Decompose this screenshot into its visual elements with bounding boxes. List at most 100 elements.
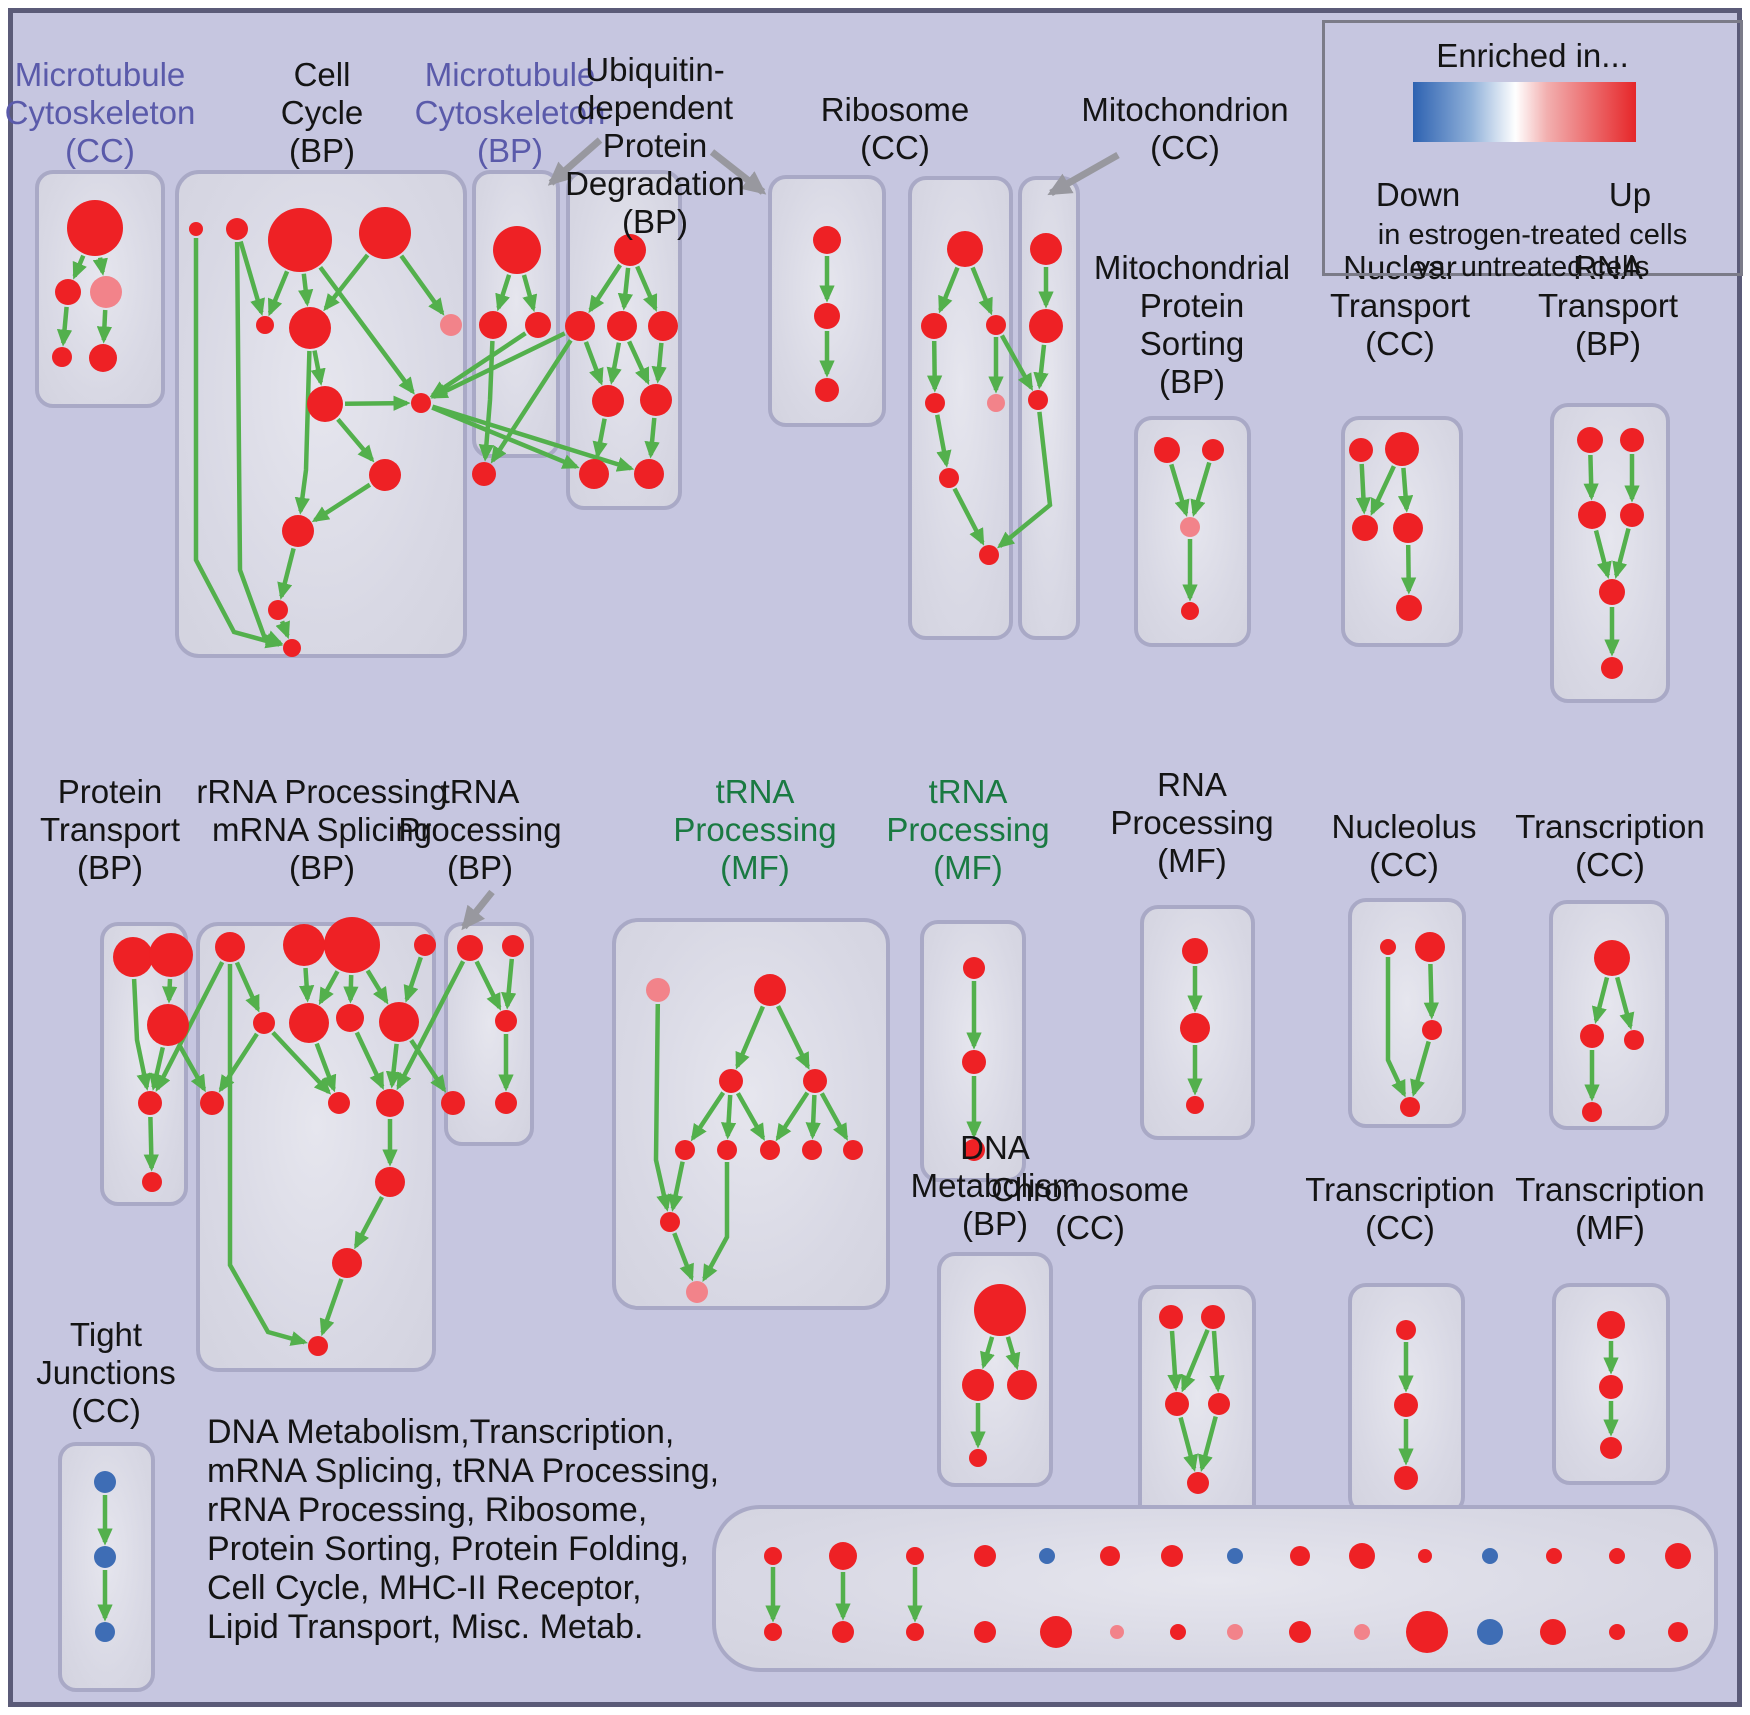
go-term-node[interactable] (1578, 501, 1606, 529)
go-term-node[interactable] (925, 393, 945, 413)
go-term-node[interactable] (1159, 1305, 1183, 1329)
go-term-node[interactable] (1161, 1545, 1183, 1567)
go-term-node[interactable] (963, 957, 985, 979)
go-term-node[interactable] (1039, 1548, 1055, 1564)
go-term-node[interactable] (336, 1004, 364, 1032)
go-term-node[interactable] (215, 932, 245, 962)
go-term-node[interactable] (1582, 1102, 1602, 1122)
go-term-node[interactable] (906, 1547, 924, 1565)
go-term-node[interactable] (719, 1069, 743, 1093)
go-term-node[interactable] (813, 226, 841, 254)
go-term-node[interactable] (1202, 439, 1224, 461)
go-term-node[interactable] (283, 924, 325, 966)
go-term-node[interactable] (1110, 1625, 1124, 1639)
go-term-node[interactable] (472, 462, 496, 486)
go-term-node[interactable] (1546, 1548, 1562, 1564)
go-term-node[interactable] (1577, 427, 1603, 453)
go-term-node[interactable] (815, 378, 839, 402)
go-term-node[interactable] (414, 934, 436, 956)
go-term-node[interactable] (1349, 1543, 1375, 1569)
go-term-node[interactable] (149, 933, 193, 977)
go-term-node[interactable] (1668, 1622, 1688, 1642)
go-term-node[interactable] (1394, 1393, 1418, 1417)
go-term-node[interactable] (906, 1623, 924, 1641)
go-term-node[interactable] (814, 303, 840, 329)
go-term-node[interactable] (974, 1621, 996, 1643)
go-term-node[interactable] (307, 386, 343, 422)
go-term-node[interactable] (359, 207, 411, 259)
go-term-node[interactable] (1349, 438, 1373, 462)
go-term-node[interactable] (843, 1140, 863, 1160)
go-term-node[interactable] (565, 311, 595, 341)
go-term-node[interactable] (94, 1546, 116, 1568)
go-term-node[interactable] (379, 1002, 419, 1042)
go-term-node[interactable] (1396, 1320, 1416, 1340)
go-term-node[interactable] (1380, 939, 1396, 955)
go-term-node[interactable] (1227, 1548, 1243, 1564)
go-term-node[interactable] (648, 311, 678, 341)
go-term-node[interactable] (1393, 513, 1423, 543)
go-term-node[interactable] (324, 917, 380, 973)
go-term-node[interactable] (962, 1369, 994, 1401)
go-term-node[interactable] (660, 1212, 680, 1232)
go-term-node[interactable] (754, 974, 786, 1006)
go-term-node[interactable] (963, 1139, 985, 1161)
go-term-node[interactable] (760, 1140, 780, 1160)
go-term-node[interactable] (142, 1172, 162, 1192)
go-term-node[interactable] (1482, 1548, 1498, 1564)
go-term-node[interactable] (1182, 938, 1208, 964)
go-term-node[interactable] (1620, 503, 1644, 527)
go-term-node[interactable] (962, 1050, 986, 1074)
go-term-node[interactable] (829, 1542, 857, 1570)
go-term-node[interactable] (646, 978, 670, 1002)
go-term-node[interactable] (1594, 940, 1630, 976)
go-term-node[interactable] (1354, 1624, 1370, 1640)
go-term-node[interactable] (189, 222, 203, 236)
go-term-node[interactable] (502, 935, 524, 957)
go-term-node[interactable] (289, 307, 331, 349)
go-term-node[interactable] (1580, 1024, 1604, 1048)
go-term-node[interactable] (200, 1091, 224, 1115)
go-term-node[interactable] (283, 639, 301, 657)
go-term-node[interactable] (52, 347, 72, 367)
go-term-node[interactable] (974, 1545, 996, 1567)
go-term-node[interactable] (802, 1140, 822, 1160)
go-term-node[interactable] (1030, 233, 1062, 265)
go-term-node[interactable] (1180, 1013, 1210, 1043)
go-term-node[interactable] (328, 1092, 350, 1114)
go-term-node[interactable] (1394, 1466, 1418, 1490)
go-term-node[interactable] (947, 231, 983, 267)
go-term-node[interactable] (634, 459, 664, 489)
go-term-node[interactable] (1181, 602, 1199, 620)
go-term-node[interactable] (1352, 515, 1378, 541)
go-term-node[interactable] (640, 384, 672, 416)
go-term-node[interactable] (764, 1623, 782, 1641)
go-term-node[interactable] (803, 1069, 827, 1093)
go-term-node[interactable] (592, 385, 624, 417)
go-term-node[interactable] (1400, 1097, 1420, 1117)
go-term-node[interactable] (1609, 1548, 1625, 1564)
go-term-node[interactable] (921, 313, 947, 339)
go-term-node[interactable] (579, 459, 609, 489)
go-term-node[interactable] (493, 226, 541, 274)
go-term-node[interactable] (1201, 1305, 1225, 1329)
go-term-node[interactable] (974, 1284, 1026, 1336)
go-term-node[interactable] (253, 1012, 275, 1034)
go-term-node[interactable] (441, 1091, 465, 1115)
go-term-node[interactable] (1186, 1096, 1204, 1114)
go-term-node[interactable] (1028, 390, 1048, 410)
go-term-node[interactable] (1289, 1621, 1311, 1643)
go-term-node[interactable] (479, 311, 507, 339)
go-term-node[interactable] (1597, 1311, 1625, 1339)
go-term-node[interactable] (282, 515, 314, 547)
go-term-node[interactable] (675, 1140, 695, 1160)
go-term-node[interactable] (1187, 1472, 1209, 1494)
go-term-node[interactable] (1208, 1393, 1230, 1415)
go-term-node[interactable] (832, 1621, 854, 1643)
go-term-node[interactable] (686, 1281, 708, 1303)
go-term-node[interactable] (440, 314, 462, 336)
go-term-node[interactable] (1040, 1616, 1072, 1648)
go-term-node[interactable] (256, 316, 274, 334)
go-term-node[interactable] (147, 1004, 189, 1046)
go-term-node[interactable] (1290, 1546, 1310, 1566)
